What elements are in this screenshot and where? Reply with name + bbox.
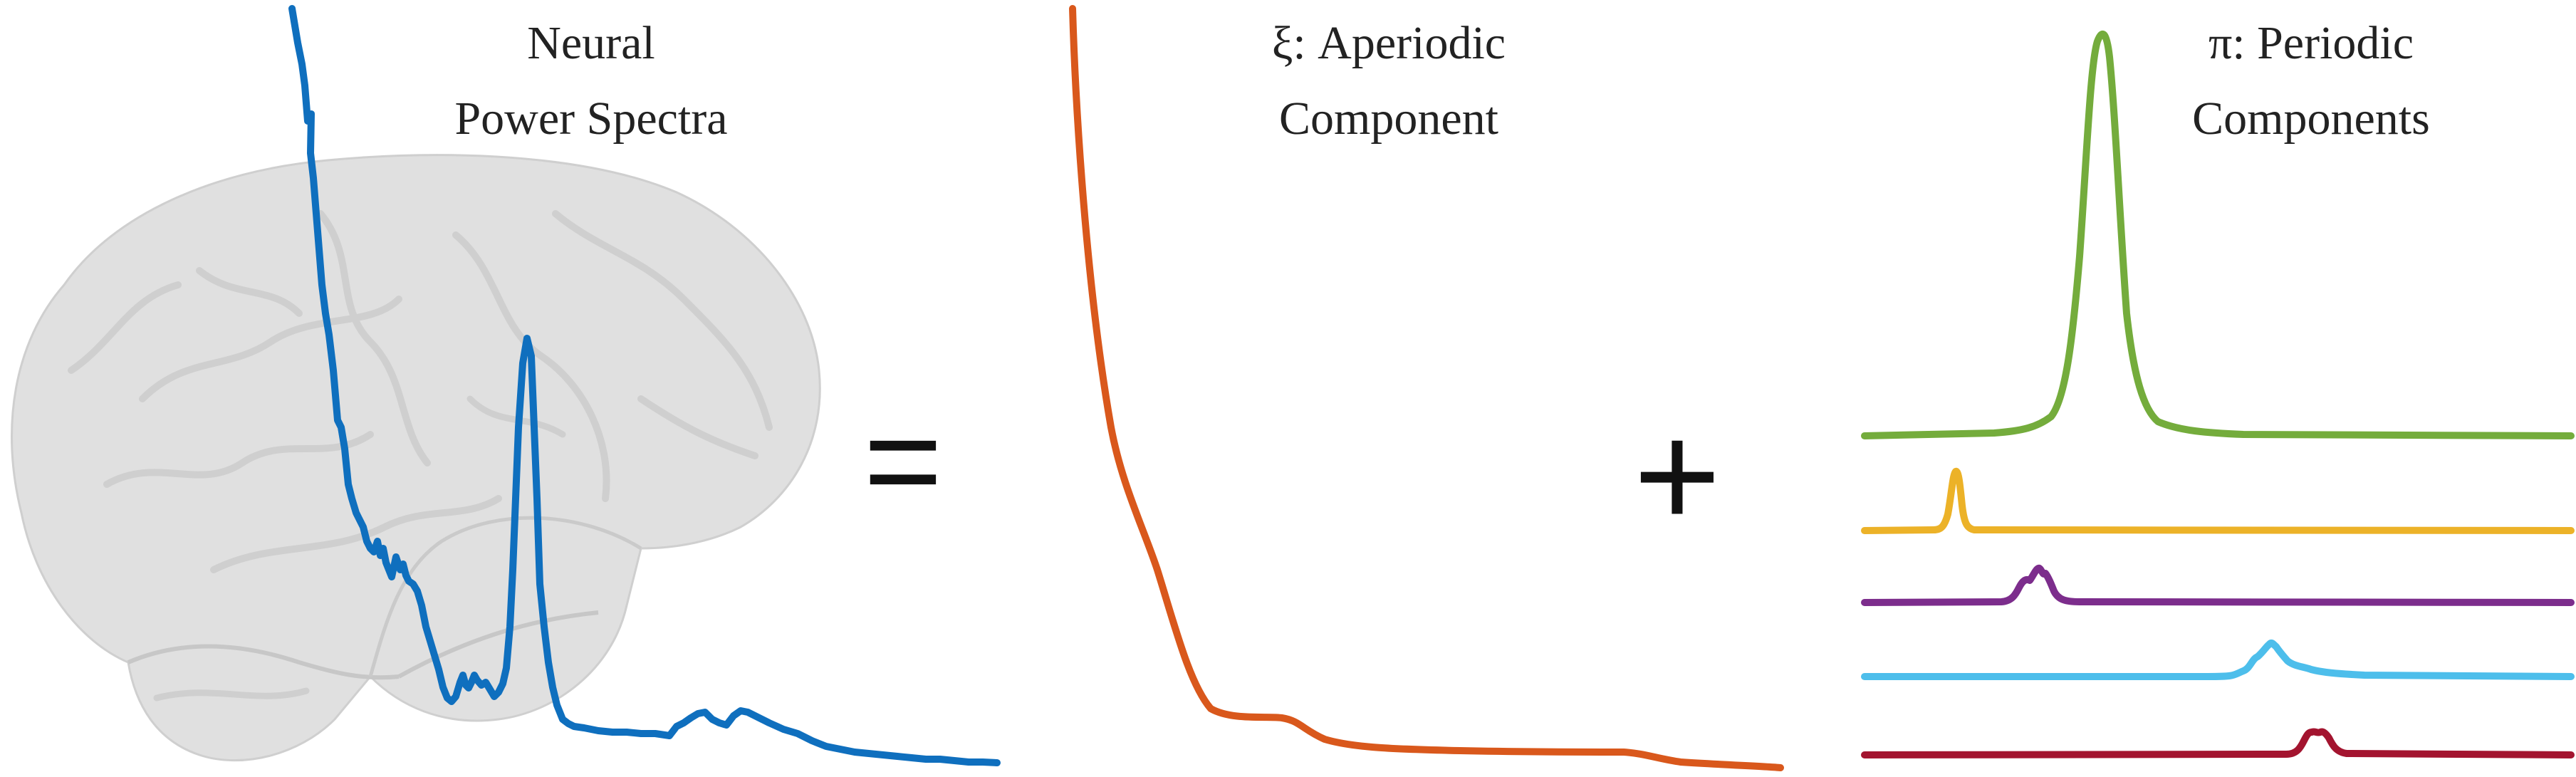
periodic-peak-purple	[1861, 564, 2575, 606]
aperiodic-title-line1: ξ: Aperiodic	[1272, 17, 1506, 69]
periodic-peak-lightblue	[1861, 639, 2575, 680]
periodic-peak-red	[1861, 728, 2575, 758]
periodic-title-line1: π: Periodic	[2209, 17, 2414, 69]
aperiodic-title-line2: Component	[1279, 93, 1498, 145]
periodic-title-line2: Components	[2192, 93, 2430, 145]
neural-spectrum-line	[288, 5, 1001, 766]
plus-operator: +	[1634, 392, 1721, 559]
aperiodic-curve	[1069, 5, 1784, 771]
neural-title-line1: Neural	[527, 17, 655, 69]
equals-operator: =	[864, 385, 943, 536]
neural-title-line2: Power Spectra	[454, 93, 727, 145]
periodic-peak-green	[1861, 30, 2575, 439]
periodic-peak-yellow	[1861, 467, 2575, 534]
brain-icon	[11, 154, 821, 762]
